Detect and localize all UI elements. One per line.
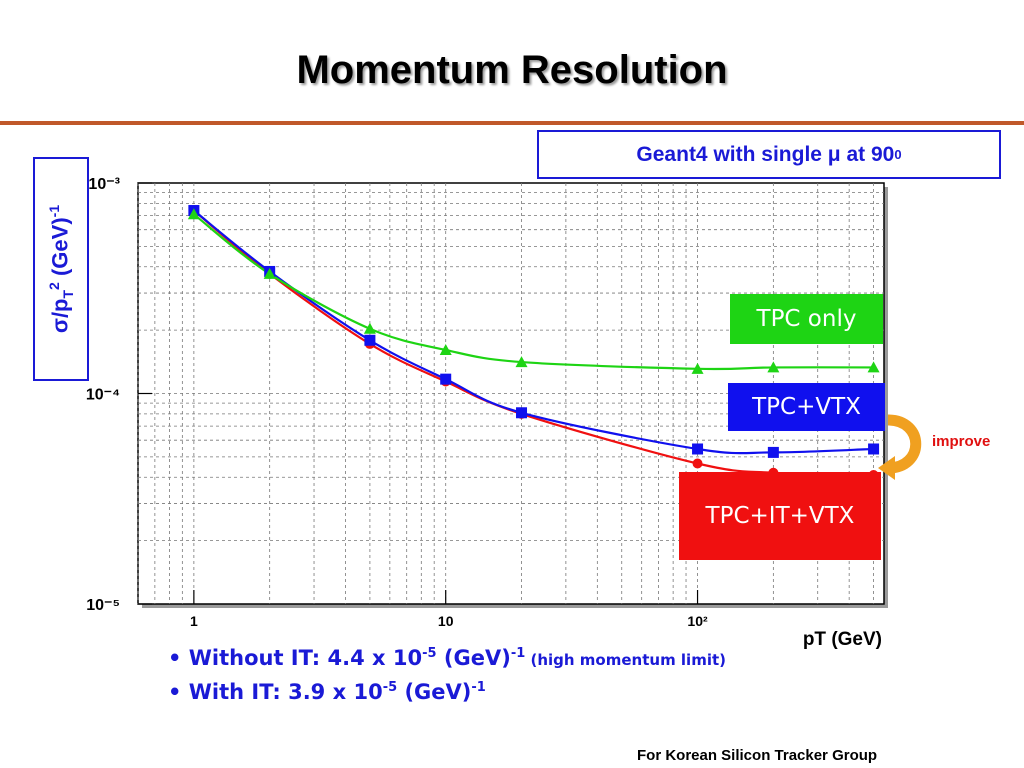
bullet-icon: • (168, 680, 189, 704)
data-point-square (440, 373, 452, 385)
plot-series-markers (187, 205, 880, 481)
slide-title: Momentum Resolution (296, 48, 728, 92)
data-point-triangle (363, 322, 376, 334)
data-point-triangle (263, 267, 276, 279)
y-tick-label: 10⁻⁴ (86, 387, 120, 404)
data-point-triangle (767, 361, 780, 373)
y-axis-label: σ/pT2 (GeV)-1 (46, 205, 76, 333)
legend-tpc-only: TPC only (730, 294, 883, 344)
y-axis-label-unit: (GeV) (47, 217, 73, 283)
bullet-unit-exp: -1 (471, 680, 486, 695)
chart-subtitle: Geant4 with single μ at 90 (636, 142, 895, 166)
data-point-square (692, 443, 704, 455)
chart-subtitle-box: Geant4 with single μ at 90 0 (537, 130, 1001, 179)
bullet-item: • With IT: 3.9 x 10-5 (GeV)-1 (168, 680, 726, 714)
bullet-icon: • (168, 646, 189, 670)
y-axis-label-sub: T (59, 289, 76, 299)
data-point-circle (692, 458, 703, 469)
bullet-unit: (GeV) (397, 680, 472, 704)
data-point-square (767, 446, 779, 458)
legend-tpc-it-vtx-label: TPC+IT+VTX (705, 503, 855, 529)
bullet-item: • Without IT: 4.4 x 10-5 (GeV)-1 (high m… (168, 646, 726, 680)
x-tick-label: 10 (438, 613, 454, 629)
data-point-square (364, 334, 376, 346)
x-axis-label: pT (GeV) (803, 629, 882, 650)
plot-ticks (138, 182, 699, 605)
chart-subtitle-sup: 0 (894, 147, 902, 162)
improve-arrowhead-icon (878, 456, 895, 480)
bullet-exp: -5 (422, 646, 437, 661)
improve-label: improve (932, 433, 991, 450)
legend-tpc-vtx-label: TPC+VTX (752, 394, 861, 420)
bullet-unit-exp: -1 (510, 646, 526, 661)
y-tick-label: 10⁻³ (88, 176, 120, 193)
y-axis-label-unit-sup: -1 (46, 204, 63, 218)
y-tick-label: 10⁻⁵ (86, 597, 120, 614)
data-point-triangle (867, 361, 880, 373)
footer-text: For Korean Silicon Tracker Group (637, 747, 878, 764)
y-axis-label-box: σ/pT2 (GeV)-1 (33, 157, 89, 381)
y-axis-label-main: σ/p (47, 298, 73, 334)
data-point-triangle (515, 356, 528, 368)
bullet-list: • Without IT: 4.4 x 10-5 (GeV)-1 (high m… (168, 646, 726, 714)
bullet-exp: -5 (382, 680, 398, 695)
series-line-0 (193, 213, 874, 371)
bullet-text: Without IT: 4.4 x 10 (188, 646, 423, 670)
bullet-note: (high momentum limit) (525, 651, 727, 669)
bullet-unit: (GeV) (436, 646, 511, 670)
data-point-triangle (187, 208, 200, 220)
title-divider (0, 121, 1024, 125)
bullet-text: With IT: 3.9 x 10 (188, 680, 383, 704)
data-point-triangle (439, 343, 452, 355)
y-axis-label-sup: 2 (46, 282, 63, 290)
plot-tick-labels: 1 10 10² 10⁻³ 10⁻⁴ 10⁻⁵ (86, 176, 708, 629)
data-point-triangle (691, 362, 704, 374)
x-tick-label: 10² (687, 613, 708, 629)
x-tick-label: 1 (190, 613, 198, 629)
legend-tpc-it-vtx: TPC+IT+VTX (679, 472, 881, 560)
improve-arrow-icon (887, 414, 922, 474)
legend-tpc-vtx: TPC+VTX (728, 383, 885, 431)
legend-tpc-only-label: TPC only (756, 306, 857, 332)
data-point-square (516, 407, 528, 419)
data-point-square (868, 443, 880, 455)
